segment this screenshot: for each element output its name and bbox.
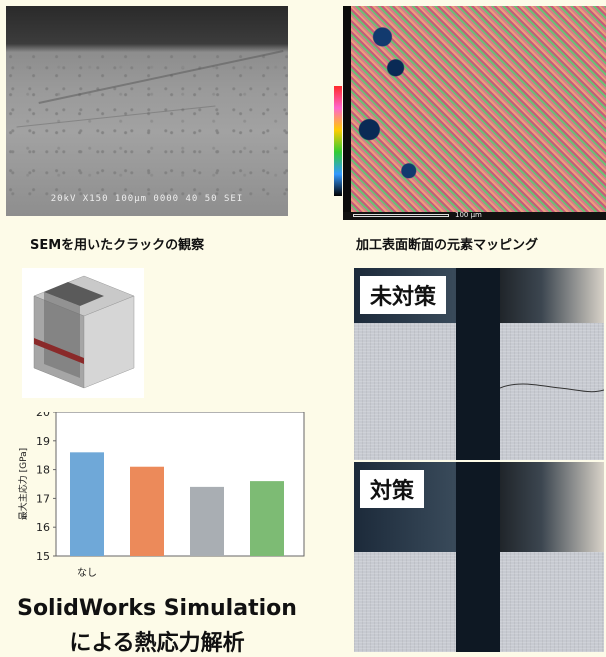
y-tick-label: 19 [36, 435, 50, 448]
bar [130, 466, 164, 556]
y-tick-label: 17 [36, 492, 50, 505]
stress-bar-chart: 15 16 17 18 19 20 なし 最大主応力 [GPa] [17, 412, 305, 579]
scale-line [353, 214, 449, 217]
mapping-field [343, 6, 606, 212]
sem-image: 20kV X150 100μm 0000 40 50 SEI [6, 6, 288, 216]
element-mapping-image: 100 μm [334, 6, 606, 220]
y-tick-label: 16 [36, 521, 50, 534]
before-label: 未対策 [360, 276, 447, 314]
micrograph-after: 対策 [354, 462, 604, 652]
y-tick-label: 20 [36, 412, 50, 419]
mapping-scale-bar: 100 μm [343, 211, 606, 220]
bar [70, 452, 104, 556]
color-scale [334, 86, 342, 196]
after-label: 対策 [360, 470, 425, 508]
y-tick-label: 15 [36, 550, 50, 563]
y-axis-label: 最大主応力 [GPa] [17, 448, 29, 520]
solidworks-subtitle: による熱応力解析 [69, 631, 245, 656]
bar [250, 481, 284, 556]
sem-info-bar: 20kV X150 100μm 0000 40 50 SEI [50, 194, 244, 204]
micrograph-before: 未対策 [354, 268, 604, 460]
solidworks-title: SolidWorks Simulation [17, 596, 297, 621]
bar [190, 486, 224, 556]
scale-text: 100 μm [455, 211, 482, 219]
x-category-label: なし [77, 567, 97, 579]
sem-caption: SEMを用いたクラックの観察 [30, 238, 205, 253]
mapping-caption: 加工表面断面の元素マッピング [356, 238, 539, 253]
cube-model-image [22, 268, 144, 398]
y-tick-label: 18 [36, 464, 50, 477]
